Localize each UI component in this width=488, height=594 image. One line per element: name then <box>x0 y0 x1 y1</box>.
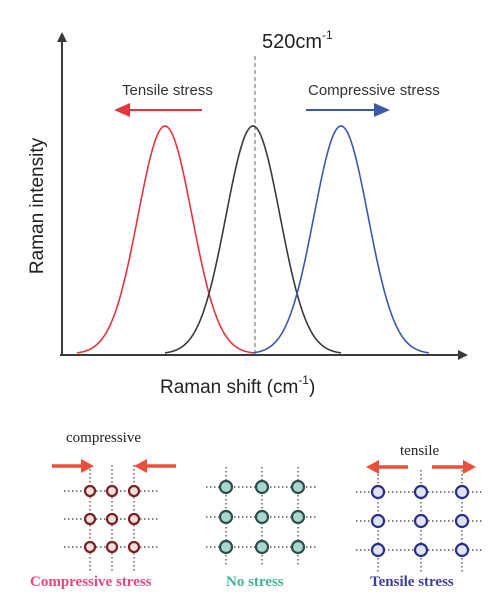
lattice-atom <box>105 540 119 554</box>
lattice-atom <box>413 513 429 529</box>
no-stress-caption: No stress <box>226 574 284 590</box>
lattice-atom <box>454 542 470 558</box>
lattice-atom <box>105 484 119 498</box>
lattice-atom <box>370 542 386 558</box>
lattice-atom <box>254 539 270 555</box>
compressive-stress-caption: Compressive stress <box>30 574 152 590</box>
tensile-stress-caption: Tensile stress <box>370 574 454 590</box>
lattice-atom <box>413 484 429 500</box>
lattice-atom <box>218 539 234 555</box>
tensile-top-label: tensile <box>400 443 439 459</box>
outward-arrow-left <box>366 460 379 474</box>
lattice-atom <box>454 484 470 500</box>
lattice-atom <box>254 509 270 525</box>
tensile-shift-label: Tensile stress <box>122 82 213 99</box>
compressive-shift-label: Compressive stress <box>308 82 440 99</box>
y-axis-label: Raman intensity <box>27 137 48 274</box>
lattice-atom <box>254 479 270 495</box>
lattice-atom <box>83 512 97 526</box>
lattice-atom <box>127 540 141 554</box>
unstressed-lattice <box>206 467 318 567</box>
lattice-atom <box>454 513 470 529</box>
tensile-shifted-peak-curve <box>76 125 254 354</box>
lattice-atom <box>105 512 119 526</box>
x-axis-label: Raman shift (cm-1) <box>160 373 315 398</box>
left-shift-arrow <box>114 103 202 117</box>
outward-arrow-right <box>463 460 476 474</box>
compressive-shifted-peak-curve <box>252 125 430 354</box>
right-shift-arrow <box>306 103 390 117</box>
lattice-atom <box>218 479 234 495</box>
unstressed-peak-curve <box>164 125 342 354</box>
lattice-atom <box>370 484 386 500</box>
lattice-atom <box>83 484 97 498</box>
inward-arrow-left <box>81 459 94 473</box>
compressive-top-label: compressive <box>66 430 141 446</box>
lattice-atom <box>370 513 386 529</box>
inward-arrow-right <box>134 459 147 473</box>
lattice-atom <box>127 512 141 526</box>
compressive-lattice <box>52 459 176 573</box>
lattice-atom <box>218 509 234 525</box>
lattice-atom <box>127 484 141 498</box>
peak-position-label: 520cm-1 <box>262 28 333 53</box>
lattice-atom <box>290 539 306 555</box>
lattice-atom <box>413 542 429 558</box>
lattice-atom <box>290 479 306 495</box>
lattice-atom <box>290 509 306 525</box>
tensile-lattice <box>356 460 484 572</box>
lattice-atom <box>83 540 97 554</box>
